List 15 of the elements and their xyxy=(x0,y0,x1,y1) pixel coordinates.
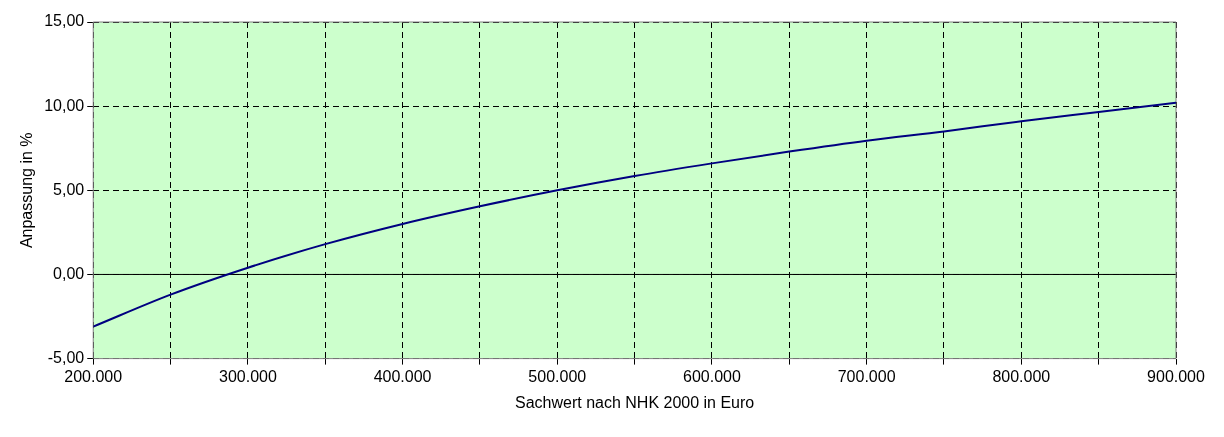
x-axis-title: Sachwert nach NHK 2000 in Euro xyxy=(514,393,755,411)
y-tick-label: 5,00 xyxy=(53,180,85,198)
x-tick-label: 700.000 xyxy=(837,367,896,385)
y-tick-label: 10,00 xyxy=(44,96,85,114)
y-tick-label: 15,00 xyxy=(44,12,85,30)
x-tick-label: 300.000 xyxy=(219,367,277,385)
y-axis-title: Anpassung in % xyxy=(18,132,36,249)
x-tick-label: 200.000 xyxy=(64,367,123,385)
y-tick-label: 0,00 xyxy=(53,264,85,282)
y-tick-label: -5,00 xyxy=(47,349,85,367)
x-tick-label: 900.000 xyxy=(1147,367,1206,385)
x-tick-label: 800.000 xyxy=(992,367,1051,385)
x-tick-label: 400.000 xyxy=(373,367,432,385)
x-tick-label: 600.000 xyxy=(683,367,741,385)
x-tick-label: 500.000 xyxy=(528,367,587,385)
